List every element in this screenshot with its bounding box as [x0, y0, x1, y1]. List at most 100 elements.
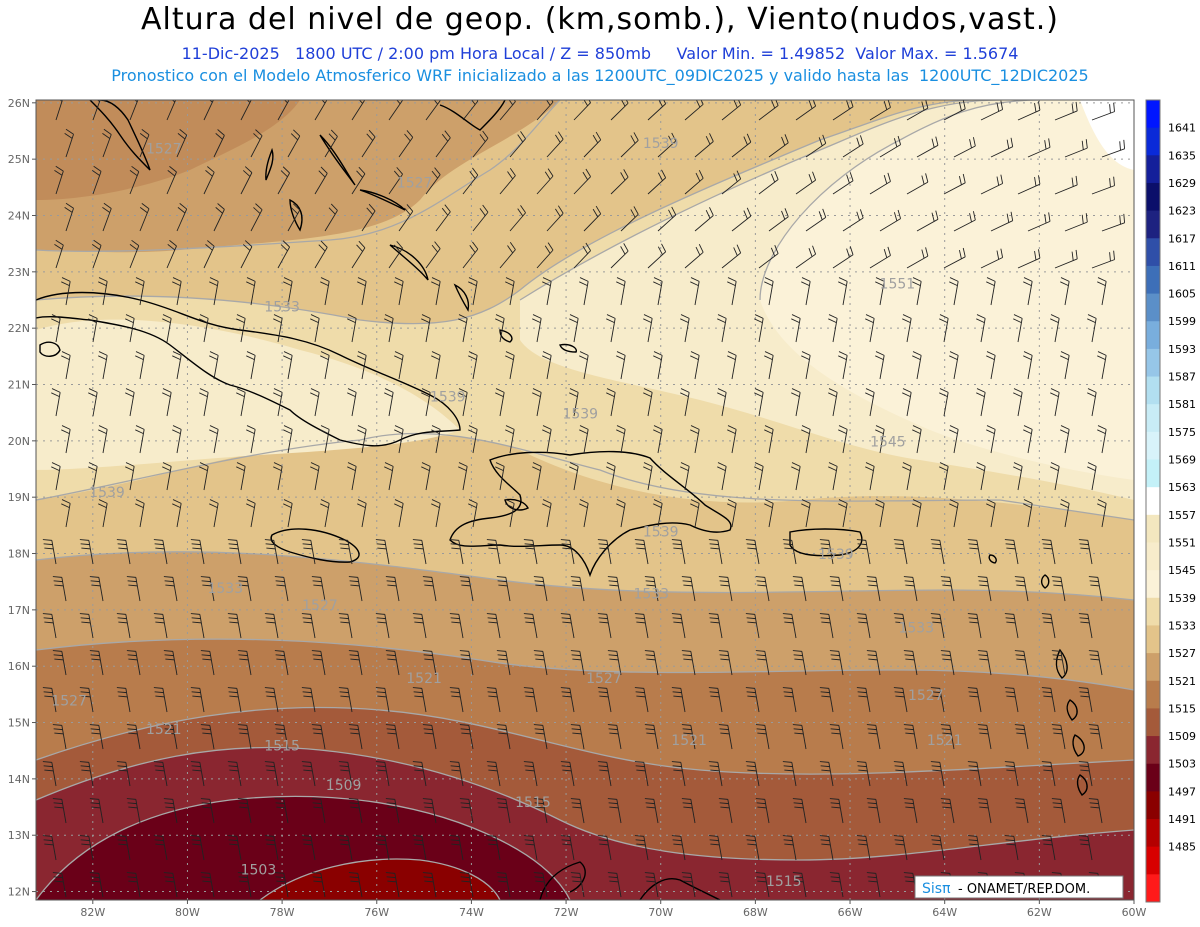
- wind-barb-feather: [43, 691, 53, 694]
- wind-barb-feather: [865, 314, 875, 319]
- colorbar-swatch: [1146, 514, 1160, 543]
- wind-barb-feather: [412, 835, 422, 837]
- wind-barb-feather: [1048, 138, 1051, 148]
- lat-label: 26N: [8, 97, 30, 110]
- wind-barb-feather: [1015, 728, 1025, 731]
- wind-barb-feather: [117, 617, 127, 620]
- wind-barb-feather: [172, 281, 181, 287]
- wind-barb-feather: [421, 314, 431, 319]
- wind-barb-feather: [958, 101, 962, 111]
- wind-barb-feather: [301, 835, 311, 837]
- lon-label: 60W: [1122, 906, 1147, 919]
- contour-label: 1545: [870, 434, 906, 450]
- wind-barb-feather: [1119, 215, 1121, 225]
- wind-barb-feather: [976, 388, 986, 393]
- wind-barb-feather: [940, 798, 950, 800]
- wind-barb-feather: [1087, 466, 1096, 472]
- wind-barb-feather: [498, 880, 508, 883]
- wind-barb-feather: [754, 462, 764, 467]
- wind-barb-feather: [126, 650, 136, 652]
- wind-barb-feather: [273, 462, 283, 467]
- wind-barb-feather: [754, 318, 763, 324]
- wind-barb-feather: [90, 580, 100, 583]
- wind-barb-feather: [283, 281, 292, 287]
- wind-barb-feather: [672, 839, 682, 842]
- wind-barb-feather: [229, 695, 239, 698]
- wind-barb-feather: [217, 203, 225, 210]
- wind-barb-feather: [727, 499, 737, 504]
- wind-barb-feather: [838, 277, 848, 282]
- wind-barb-feather: [1042, 691, 1052, 694]
- wind-barb-feather: [89, 650, 99, 652]
- wind-barb-feather: [542, 503, 551, 509]
- wind-barb-feather: [497, 802, 507, 805]
- wind-barb-feather: [705, 209, 711, 219]
- wind-barb-feather: [875, 499, 885, 504]
- wind-barb-feather: [313, 732, 323, 735]
- wind-barb-feather: [495, 388, 505, 393]
- wind-barb-feather: [1087, 462, 1097, 467]
- wind-barb-feather: [557, 131, 564, 140]
- contour-label: 1515: [766, 874, 802, 890]
- wind-barb-feather: [607, 798, 617, 800]
- wind-barb-feather: [770, 247, 776, 257]
- wind-barb-feather: [791, 462, 801, 467]
- wind-barb-feather: [533, 798, 543, 800]
- wind-barb-feather: [986, 503, 995, 509]
- wind-barb-feather: [746, 133, 752, 143]
- wind-barb-feather: [128, 658, 138, 661]
- wind-barb-feather: [229, 769, 239, 772]
- wind-barb-feather: [350, 732, 360, 735]
- wind-barb-feather: [579, 425, 589, 430]
- wind-barb-feather: [505, 277, 515, 282]
- wind-barb-feather: [488, 695, 498, 698]
- lon-label: 70W: [648, 906, 673, 919]
- wind-barb-feather: [385, 872, 395, 874]
- wind-barb-feather: [451, 547, 461, 550]
- wind-barb-feather: [784, 547, 794, 550]
- wind-barb-feather: [451, 843, 461, 846]
- wind-barb-feather: [949, 281, 958, 287]
- wind-barb-feather: [116, 613, 126, 615]
- wind-barb-feather: [968, 543, 978, 546]
- wind-barb-feather: [1014, 724, 1024, 726]
- wind-barb-feather: [1042, 543, 1052, 546]
- wind-barb-feather: [498, 732, 508, 735]
- wind-barb-feather: [764, 277, 774, 282]
- wind-barb-feather: [357, 281, 366, 287]
- wind-barb-feather: [1051, 650, 1061, 652]
- wind-barb-feather: [868, 584, 878, 587]
- wind-barb-feather: [838, 503, 847, 509]
- wind-barb-feather: [190, 539, 200, 541]
- colorbar-level-label: 1521: [1168, 675, 1196, 688]
- wind-barb-feather: [1060, 355, 1069, 361]
- wind-barb-feather: [921, 249, 925, 259]
- wind-barb-feather: [1078, 761, 1088, 763]
- wind-barb-feather: [164, 876, 174, 879]
- wind-barb-feather: [894, 543, 904, 546]
- wind-barb-feather: [431, 277, 441, 282]
- wind-barb-feather: [858, 621, 868, 624]
- wind-barb-feather: [925, 100, 929, 109]
- wind-barb-feather: [570, 650, 580, 652]
- wind-barb-feather: [770, 100, 776, 109]
- wind-barb-feather: [227, 761, 237, 763]
- wind-barb-feather: [290, 133, 298, 141]
- wind-barb-feather: [883, 248, 888, 258]
- wind-barb-feather: [821, 769, 831, 772]
- wind-barb-feather: [757, 880, 767, 883]
- wind-barb-feather: [191, 765, 201, 768]
- wind-barb-feather: [312, 728, 322, 731]
- wind-barb-feather: [423, 580, 433, 583]
- wind-barb-feather: [458, 318, 467, 324]
- colorbar-level-label: 1635: [1168, 149, 1196, 162]
- wind-barb-feather: [635, 617, 645, 620]
- wind-barb-feather: [424, 584, 434, 587]
- wind-barb-feather: [562, 843, 572, 846]
- wind-barb-feather: [80, 617, 90, 620]
- wind-barb-feather: [461, 732, 471, 735]
- wind-barb-feather: [171, 100, 176, 103]
- wind-barb-feather: [412, 687, 422, 689]
- wind-barb-feather: [154, 765, 164, 768]
- wind-barb-feather: [949, 499, 959, 504]
